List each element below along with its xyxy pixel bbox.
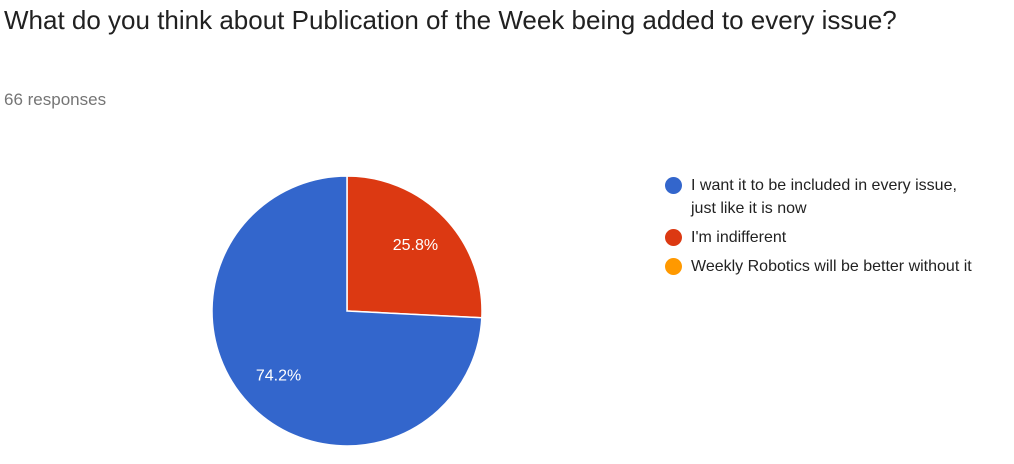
legend: I want it to be included in every issue,…: [664, 174, 984, 284]
legend-swatch: [665, 258, 682, 275]
slice-label: 74.2%: [256, 367, 301, 384]
legend-label: Weekly Robotics will be better without i…: [691, 258, 972, 275]
legend-item: I'm indifferent: [664, 226, 984, 249]
pie-slice: [346, 175, 483, 319]
legend-item: I want it to be included in every issue,…: [664, 174, 984, 220]
slice-label: 25.8%: [393, 237, 438, 254]
chart-title: What do you think about Publication of t…: [4, 5, 897, 35]
legend-swatch: [665, 177, 682, 194]
legend-swatch: [665, 229, 682, 246]
legend-label: I'm indifferent: [691, 229, 787, 246]
subtitle: 66 responses: [4, 90, 107, 109]
legend-item: Weekly Robotics will be better without i…: [664, 255, 984, 278]
legend-label: I want it to be included in every issue,…: [691, 177, 957, 217]
pie-slice: [211, 175, 483, 447]
